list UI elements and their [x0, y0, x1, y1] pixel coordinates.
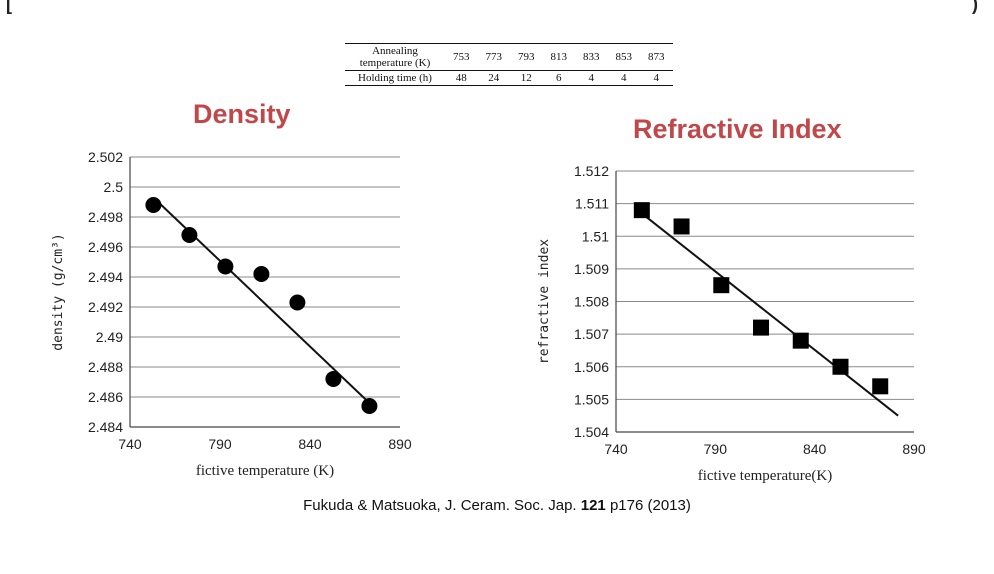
table-cell: 4: [607, 70, 640, 86]
table-cell: 24: [477, 70, 510, 86]
annealing-temperature-row: Annealing temperature (K) 753 773 793 81…: [345, 43, 673, 71]
density-data-point: [217, 258, 234, 275]
refractive-index-data-point: [633, 202, 650, 219]
holding-time-label: Holding time (h): [345, 70, 445, 86]
refractive-index-x-tick-label: 890: [902, 441, 926, 457]
refractive-index-data-point: [872, 378, 889, 395]
density-y-axis-label: density (g/cm³): [51, 233, 66, 350]
density-data-point: [361, 398, 378, 414]
refractive-index-y-tick-label: 1.506: [574, 359, 609, 375]
refractive-index-data-point: [792, 332, 809, 349]
refractive-index-x-tick-label: 740: [604, 441, 628, 457]
refractive-index-chart-title: Refractive Index: [633, 114, 842, 144]
refractive-index-chart: 1.504 1.505 1.506 1.507 1.508 1.509 1.51 1.511 1…: [537, 163, 926, 484]
cropped-bracket-glyph-right: ): [972, 0, 978, 14]
refractive-index-y-tick-label: 1.507: [574, 326, 609, 342]
refractive-index-y-tick-label: 1.51: [582, 228, 609, 244]
density-x-tick-label: 890: [388, 436, 412, 452]
refractive-index-y-tick-label: 1.511: [575, 196, 609, 212]
density-x-tick-label: 740: [118, 436, 142, 452]
table-cell: 873: [640, 43, 673, 71]
density-chart: 2.484 2.486 2.488 2.49 2.492 2.494 2.496 2.498 2…: [51, 149, 412, 479]
refractive-index-y-tick-label: 1.512: [574, 163, 609, 179]
holding-time-row: Holding time (h) 48 24 12 6 4 4 4: [345, 70, 673, 86]
refractive-index-data-point: [673, 218, 690, 235]
density-y-tick-label: 2.492: [88, 299, 123, 315]
density-data-point: [253, 266, 270, 282]
cropped-previous-slide-edge: [ ): [0, 0, 994, 14]
table-cell: 4: [575, 70, 608, 86]
refractive-index-y-tick-label: 1.508: [574, 294, 609, 310]
density-data-point: [145, 197, 162, 213]
density-data-point: [181, 227, 198, 243]
annealing-temperature-label: Annealing temperature (K): [345, 43, 445, 71]
citation-volume: 121: [580, 497, 606, 514]
refractive-index-x-tick-label: 840: [803, 441, 827, 457]
density-chart-title: Density: [193, 99, 291, 129]
refractive-index-y-tick-label: 1.505: [574, 391, 609, 407]
citation: Fukuda & Matsuoka, J. Ceram. Soc. Jap. 1…: [0, 497, 994, 514]
cropped-bracket-glyph: [: [6, 0, 12, 14]
density-x-tick-label: 790: [208, 436, 232, 452]
refractive-index-data-point: [753, 319, 770, 336]
density-y-tick-label: 2.502: [88, 149, 123, 165]
table-cell: 853: [607, 43, 640, 71]
density-y-tick-label: 2.5: [104, 179, 124, 195]
annealing-conditions-table: Annealing temperature (K) 753 773 793 81…: [345, 43, 673, 86]
density-y-tick-label: 2.49: [96, 329, 123, 345]
citation-pages-year: p176 (2013): [605, 497, 691, 514]
density-y-tick-label: 2.494: [88, 269, 123, 285]
refractive-index-y-tick-label: 1.504: [574, 424, 609, 440]
density-x-tick-label: 840: [298, 436, 322, 452]
refractive-index-y-tick-label: 1.509: [574, 261, 609, 277]
table-cell: 12: [510, 70, 543, 86]
density-y-tick-label: 2.488: [88, 359, 123, 375]
table-cell: 753: [445, 43, 478, 71]
table-cell: 4: [640, 70, 673, 86]
density-data-point: [289, 294, 306, 311]
density-data-point: [325, 371, 342, 387]
table-cell: 793: [510, 43, 543, 71]
refractive-index-trend-line: [641, 212, 899, 417]
density-y-tick-label: 2.496: [88, 239, 123, 255]
density-x-axis-label: fictive temperature (K): [196, 463, 334, 479]
density-y-tick-label: 2.484: [88, 419, 123, 435]
table-cell: 48: [445, 70, 478, 86]
density-y-tick-label: 2.486: [88, 389, 123, 405]
refractive-index-data-point: [713, 277, 730, 294]
refractive-index-x-tick-label: 790: [704, 441, 728, 457]
table-cell: 6: [542, 70, 575, 86]
table-cell: 813: [542, 43, 575, 71]
table-cell: 833: [575, 43, 608, 71]
refractive-index-y-axis-label: refractive index: [537, 239, 552, 364]
refractive-index-x-axis-label: fictive temperature(K): [698, 468, 833, 484]
density-y-tick-label: 2.498: [88, 209, 123, 225]
refractive-index-data-point: [832, 358, 849, 375]
table-cell: 773: [477, 43, 510, 71]
citation-authors-journal: Fukuda & Matsuoka, J. Ceram. Soc. Jap.: [303, 497, 581, 514]
